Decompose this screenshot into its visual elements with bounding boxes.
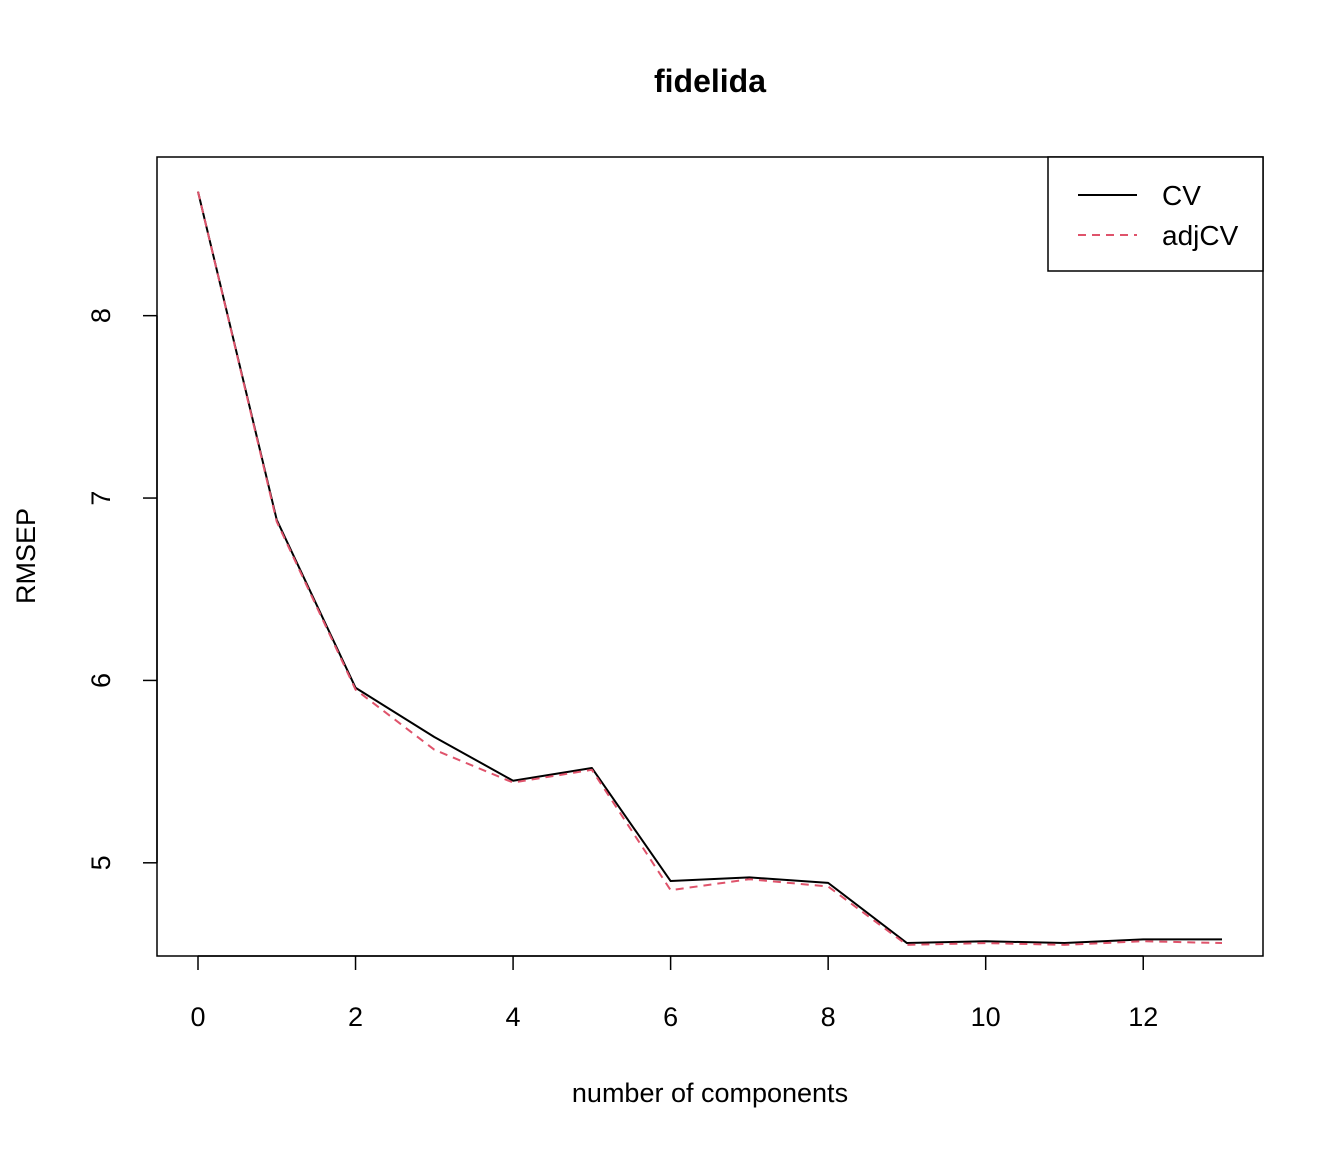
y-tick-label-6: 6 bbox=[86, 673, 116, 688]
x-axis: 0 2 4 6 8 10 12 bbox=[190, 955, 1158, 1032]
x-tick-label-4: 4 bbox=[506, 1002, 521, 1032]
plot-frame bbox=[156, 156, 1264, 957]
x-tick-label-0: 0 bbox=[190, 1002, 205, 1032]
y-tick-label-5: 5 bbox=[86, 855, 116, 870]
x-tick-label-2: 2 bbox=[348, 1002, 363, 1032]
legend-box bbox=[1047, 156, 1264, 272]
y-tick-label-8: 8 bbox=[86, 308, 116, 323]
x-tick-label-6: 6 bbox=[663, 1002, 678, 1032]
y-tick-label-7: 7 bbox=[86, 491, 116, 506]
x-tick-label-12: 12 bbox=[1128, 1002, 1158, 1032]
chart-title: fidelida bbox=[654, 63, 766, 99]
y-axis-label: RMSEP bbox=[11, 508, 41, 604]
x-axis-label: number of components bbox=[572, 1078, 848, 1108]
legend: CV adjCV bbox=[1047, 156, 1264, 272]
series-line-cv bbox=[197, 191, 1222, 945]
legend-label-adjcv: adjCV bbox=[1162, 220, 1239, 251]
series-layer bbox=[197, 191, 1223, 946]
series-line-adjcv bbox=[197, 191, 1223, 946]
x-tick-label-10: 10 bbox=[971, 1002, 1001, 1032]
legend-label-cv: CV bbox=[1162, 180, 1201, 211]
y-axis: 5 6 7 8 bbox=[86, 308, 158, 870]
x-tick-label-8: 8 bbox=[821, 1002, 836, 1032]
